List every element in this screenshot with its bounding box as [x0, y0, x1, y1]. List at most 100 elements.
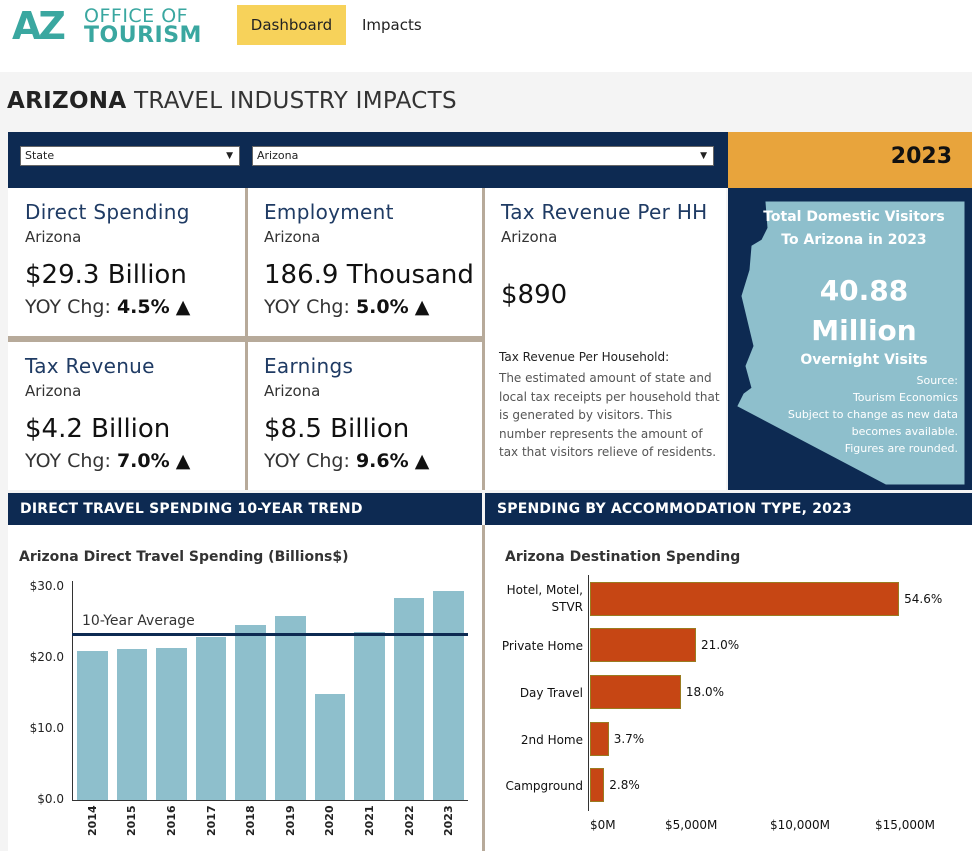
logo-line-1: OFFICE OF [84, 5, 189, 27]
triangle-up-icon: ▲ [414, 450, 430, 472]
kpi-yoy: YOY Chg: 7.0% ▲ [25, 450, 190, 472]
kpi-tax-revenue: Tax Revenue Arizona $4.2 Billion YOY Chg… [8, 342, 246, 490]
logo-line-2: TOURISM [84, 23, 202, 48]
section-accommodation-header: SPENDING BY ACCOMMODATION TYPE, 2023 [485, 493, 972, 525]
nav-impacts-button[interactable]: Impacts [362, 16, 422, 34]
kpi-yoy: YOY Chg: 4.5% ▲ [25, 296, 190, 318]
kpi-region: Arizona [25, 228, 82, 246]
trend-bar [433, 591, 464, 800]
trend-bar [354, 632, 385, 800]
data-label: 54.6% [904, 592, 943, 606]
x-tick-label: 2015 [125, 805, 139, 836]
visitors-label: Overnight Visits [800, 352, 928, 368]
visitors-panel [728, 188, 972, 490]
yoy-label: YOY Chg: [25, 450, 111, 472]
y-axis-line [72, 581, 73, 800]
page-title-rest: TRAVEL INDUSTRY IMPACTS [134, 88, 457, 114]
y-tick-label: $0.0 [37, 792, 64, 806]
source-label: Source: [916, 374, 959, 387]
x-tick-label: 2014 [85, 805, 99, 836]
year-value: 2023 [890, 144, 952, 169]
kpi-region: Arizona [264, 382, 321, 400]
trend-bar [156, 648, 187, 800]
yoy-label: YOY Chg: [264, 450, 350, 472]
x-tick-label: $5,000M [665, 818, 718, 832]
visitors-number: 40.88 [819, 274, 909, 307]
region-select-value: Arizona [257, 149, 299, 162]
x-tick-label: $15,000M [875, 818, 935, 832]
chevron-down-icon: ▼ [700, 151, 707, 161]
divider [245, 188, 248, 490]
divider [482, 188, 485, 490]
category-label: 2nd Home [520, 733, 583, 747]
kpi-employment: Employment Arizona 186.9 Thousand YOY Ch… [247, 188, 483, 336]
trend-bar [235, 625, 266, 800]
accommodation-bar [590, 582, 900, 616]
data-label: 18.0% [685, 685, 725, 699]
category-label-line: STVR [551, 600, 584, 614]
data-label: 2.8% [609, 778, 640, 792]
source-note-1: Subject to change as new data [787, 408, 958, 421]
logo-mark: AZ [12, 4, 66, 48]
kpi-tax-per-household: Tax Revenue Per HH Arizona $890 [484, 188, 726, 490]
source-note-3: Figures are rounded. [844, 442, 958, 455]
data-label: 21.0% [701, 638, 740, 652]
kpi-value: $29.3 Billion [25, 260, 187, 290]
trend-bar [195, 637, 227, 800]
kpi-value: $4.2 Billion [25, 414, 171, 444]
x-tick-label: 2022 [402, 805, 416, 836]
kpi-direct-spending: Direct Spending Arizona $29.3 Billion YO… [8, 188, 246, 336]
kpi-label: Tax Revenue Per HH [501, 200, 708, 224]
triangle-up-icon: ▲ [414, 296, 430, 318]
visitors-unit: Million [811, 314, 917, 347]
az-office-of-tourism-logo[interactable]: AZ OFFICE OF TOURISM [12, 6, 212, 48]
nav-dashboard-button[interactable]: Dashboard [237, 5, 346, 45]
kpi-region: Arizona [25, 382, 82, 400]
top-bar: AZ OFFICE OF TOURISM Dashboard Impacts [0, 0, 972, 72]
yoy-value: 9.6% [355, 450, 409, 472]
kpi-region: Arizona [264, 228, 321, 246]
category-label: Day Travel [519, 686, 583, 700]
category-label: Hotel, Motel, STVR [488, 582, 583, 616]
x-tick-label: $0M [590, 818, 616, 832]
x-tick-label: 2021 [363, 805, 376, 836]
yoy-value: 5.0% [355, 296, 409, 318]
kpi-value: $890 [501, 280, 568, 310]
category-label-line: Hotel, Motel, [506, 583, 583, 597]
kpi-label: Earnings [264, 354, 354, 378]
tax-note-title: Tax Revenue Per Household: [499, 350, 670, 364]
kpi-region: Arizona [501, 228, 558, 246]
tax-note-body: The estimated amount of state and local … [499, 371, 720, 459]
y-tick-label: $20.0 [29, 650, 64, 664]
triangle-up-icon: ▲ [175, 296, 191, 318]
trend-bar [393, 597, 425, 800]
kpi-label: Tax Revenue [25, 354, 155, 378]
section-trend-header: DIRECT TRAVEL SPENDING 10-YEAR TREND [8, 493, 482, 525]
triangle-up-icon: ▲ [175, 450, 191, 472]
ten-year-average-label: 10-Year Average [82, 612, 195, 629]
accommodation-bar [590, 675, 681, 709]
year-display: 2023 [728, 132, 972, 188]
kpi-earnings: Earnings Arizona $8.5 Billion YOY Chg: 9… [247, 342, 483, 490]
source-note-2: becomes available. [851, 425, 958, 438]
x-tick-label: 2017 [204, 805, 218, 836]
trend-bar [77, 650, 108, 800]
accommodation-bar [590, 768, 605, 802]
accommodation-bar [590, 722, 609, 756]
x-tick-label: 2019 [283, 805, 297, 836]
kpi-yoy: YOY Chg: 5.0% ▲ [264, 296, 429, 318]
kpi-label: Employment [264, 200, 394, 224]
level-select[interactable]: State ▼ [20, 146, 240, 166]
y-axis-line [588, 575, 589, 811]
x-tick-label: 2016 [165, 805, 178, 836]
data-label: 3.7% [613, 732, 645, 746]
kpi-yoy: YOY Chg: 9.6% ▲ [264, 450, 429, 472]
chevron-down-icon: ▼ [226, 151, 233, 161]
page-title-bold: ARIZONA [7, 88, 127, 114]
y-tick-label: $10.0 [29, 721, 64, 735]
category-label: Campground [505, 779, 584, 793]
source-name: Tourism Economics [852, 391, 958, 404]
region-select[interactable]: Arizona ▼ [252, 146, 714, 166]
x-tick-label: 2018 [244, 805, 258, 836]
yoy-label: YOY Chg: [25, 296, 111, 318]
